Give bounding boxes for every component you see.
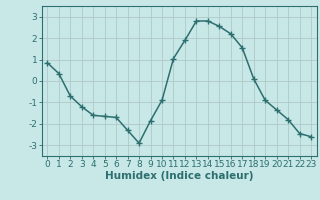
X-axis label: Humidex (Indice chaleur): Humidex (Indice chaleur)	[105, 171, 253, 181]
